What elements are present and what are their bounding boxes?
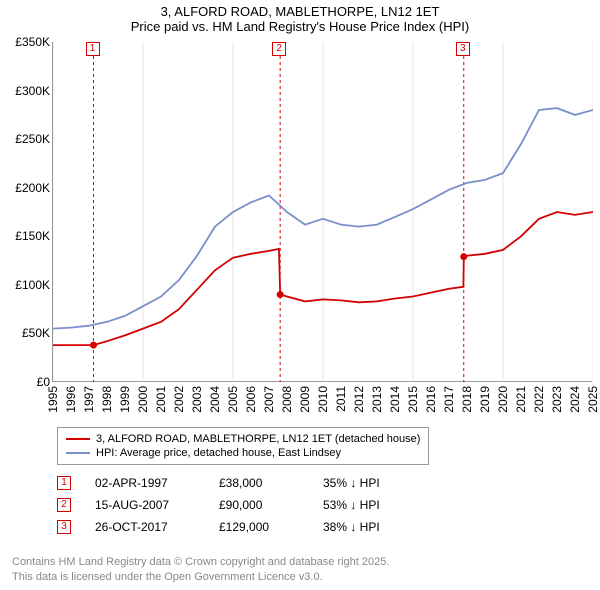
chart-sale-flag: 1 (86, 42, 100, 56)
sale-date: 26-OCT-2017 (95, 520, 195, 534)
y-tick-label: £250K (0, 132, 50, 146)
sale-diff: 38% ↓ HPI (323, 520, 403, 534)
chart-svg (53, 42, 593, 382)
x-tick-label: 2012 (352, 386, 366, 413)
sale-price: £129,000 (219, 520, 299, 534)
x-tick-label: 2013 (370, 386, 384, 413)
x-tick-label: 2003 (190, 386, 204, 413)
sale-date: 02-APR-1997 (95, 476, 195, 490)
x-tick-label: 2001 (154, 386, 168, 413)
x-tick-label: 1996 (64, 386, 78, 413)
x-tick-label: 2019 (478, 386, 492, 413)
y-tick-label: £150K (0, 229, 50, 243)
y-tick-label: £100K (0, 278, 50, 292)
x-tick-label: 2015 (406, 386, 420, 413)
footer-attribution: Contains HM Land Registry data © Crown c… (12, 555, 389, 584)
x-tick-label: 2016 (424, 386, 438, 413)
sales-row: 2 15-AUG-2007 £90,000 53% ↓ HPI (57, 494, 403, 516)
sale-diff: 35% ↓ HPI (323, 476, 403, 490)
x-tick-label: 2004 (208, 386, 222, 413)
legend-swatch (66, 452, 90, 454)
x-tick-label: 2025 (586, 386, 600, 413)
x-tick-label: 2024 (568, 386, 582, 413)
legend-label: HPI: Average price, detached house, East… (96, 447, 341, 459)
legend-label: 3, ALFORD ROAD, MABLETHORPE, LN12 1ET (d… (96, 433, 420, 445)
sale-date: 15-AUG-2007 (95, 498, 195, 512)
x-tick-label: 2008 (280, 386, 294, 413)
x-tick-label: 2017 (442, 386, 456, 413)
footer-line: Contains HM Land Registry data © Crown c… (12, 555, 389, 569)
sales-row: 3 26-OCT-2017 £129,000 38% ↓ HPI (57, 516, 403, 538)
x-tick-label: 2020 (496, 386, 510, 413)
sale-diff: 53% ↓ HPI (323, 498, 403, 512)
x-tick-label: 1998 (100, 386, 114, 413)
chart-sale-flag: 2 (272, 42, 286, 56)
x-tick-label: 2011 (334, 386, 348, 412)
x-tick-label: 2002 (172, 386, 186, 413)
x-tick-label: 2009 (298, 386, 312, 413)
sale-flag-icon: 1 (57, 476, 71, 490)
sales-table: 1 02-APR-1997 £38,000 35% ↓ HPI 2 15-AUG… (57, 472, 403, 538)
x-tick-label: 1999 (118, 386, 132, 413)
sale-flag-icon: 2 (57, 498, 71, 512)
x-tick-label: 2010 (316, 386, 330, 413)
x-tick-label: 1997 (82, 386, 96, 413)
x-tick-label: 2021 (514, 386, 528, 413)
legend-item: HPI: Average price, detached house, East… (66, 446, 420, 460)
sale-flag-icon: 3 (57, 520, 71, 534)
legend: 3, ALFORD ROAD, MABLETHORPE, LN12 1ET (d… (57, 427, 429, 465)
x-tick-label: 2014 (388, 386, 402, 413)
y-tick-label: £50K (0, 326, 50, 340)
chart-title: 3, ALFORD ROAD, MABLETHORPE, LN12 1ET (0, 0, 600, 19)
x-tick-label: 2000 (136, 386, 150, 413)
x-tick-label: 2018 (460, 386, 474, 413)
x-tick-label: 1995 (46, 386, 60, 413)
y-tick-label: £0 (0, 375, 50, 389)
x-tick-label: 2007 (262, 386, 276, 413)
legend-swatch (66, 438, 90, 440)
x-tick-label: 2022 (532, 386, 546, 413)
chart-subtitle: Price paid vs. HM Land Registry's House … (0, 19, 600, 40)
sale-price: £90,000 (219, 498, 299, 512)
legend-item: 3, ALFORD ROAD, MABLETHORPE, LN12 1ET (d… (66, 432, 420, 446)
y-tick-label: £300K (0, 84, 50, 98)
x-tick-label: 2006 (244, 386, 258, 413)
sales-row: 1 02-APR-1997 £38,000 35% ↓ HPI (57, 472, 403, 494)
y-tick-label: £350K (0, 35, 50, 49)
footer-line: This data is licensed under the Open Gov… (12, 570, 389, 584)
sale-price: £38,000 (219, 476, 299, 490)
chart-container: 3, ALFORD ROAD, MABLETHORPE, LN12 1ET Pr… (0, 0, 600, 590)
x-tick-label: 2005 (226, 386, 240, 413)
chart-sale-flag: 3 (456, 42, 470, 56)
x-tick-label: 2023 (550, 386, 564, 413)
plot-area (52, 42, 592, 382)
y-tick-label: £200K (0, 181, 50, 195)
